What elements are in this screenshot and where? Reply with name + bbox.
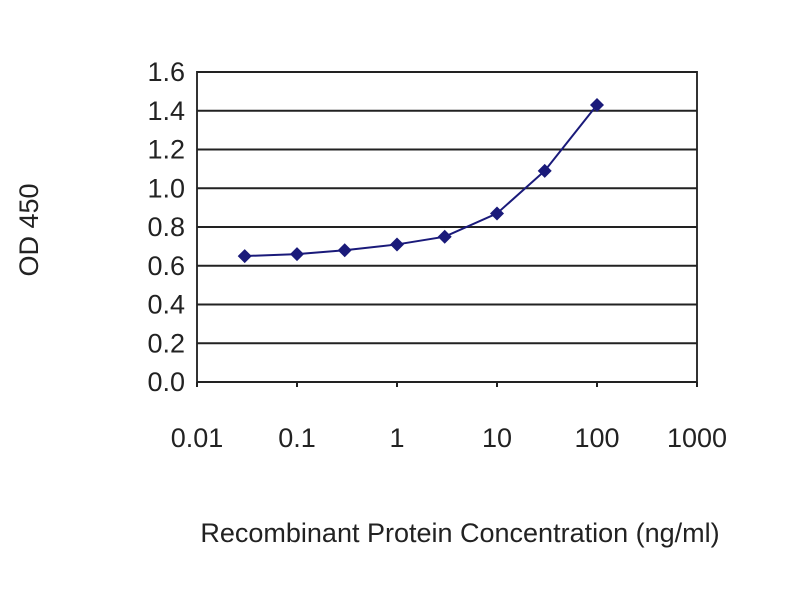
data-point (537, 163, 552, 178)
x-tick-label: 0.1 (278, 423, 316, 453)
data-point (490, 206, 504, 221)
x-tick-label: 10 (482, 423, 512, 453)
y-axis-label: OD 450 (14, 183, 44, 276)
x-tick-label: 100 (574, 423, 619, 453)
data-point (337, 243, 352, 258)
x-tick-label: 1000 (667, 423, 727, 453)
data-point (237, 249, 252, 264)
data-point (390, 237, 404, 252)
y-tick-label: 1.0 (147, 173, 185, 203)
y-tick-label: 0.0 (147, 367, 185, 397)
data-point (290, 247, 304, 262)
x-tick-label: 1 (389, 423, 404, 453)
y-tick-label: 1.6 (147, 57, 185, 87)
x-tick-label: 0.01 (171, 423, 224, 453)
y-tick-label: 0.6 (147, 251, 185, 281)
data-point (437, 229, 452, 244)
series-line (244, 104, 598, 258)
x-axis-label: Recombinant Protein Concentration (ng/ml… (200, 518, 719, 548)
y-tick-label: 1.4 (147, 96, 185, 126)
data-point (590, 97, 604, 112)
y-tick-label: 0.8 (147, 212, 185, 242)
y-tick-label: 0.2 (147, 328, 185, 358)
y-tick-label: 0.4 (147, 290, 185, 320)
y-tick-label: 1.2 (147, 135, 185, 165)
